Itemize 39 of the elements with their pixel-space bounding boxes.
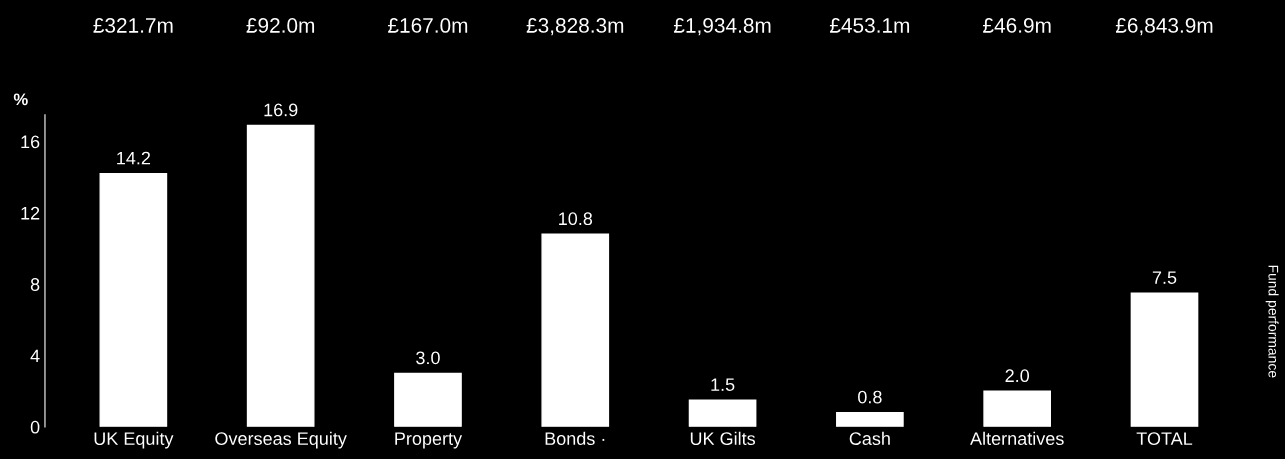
data-label: 3.0 [416,351,440,365]
data-label: 14.2 [117,151,151,165]
x-tick-label: Overseas Equity [215,431,347,449]
text: Fund performance [1265,265,1279,378]
y-tick-label: 0 [30,420,40,434]
x-tick-label: Cash [849,431,890,445]
text: £321.7m [93,18,173,33]
x-tick-label: Property [395,432,463,449]
x-tick-label: Bonds · [545,431,605,445]
data-label: 2.0 [1005,369,1030,383]
bar [983,390,1052,427]
y-axis-title: % [13,93,28,106]
y-tick-label: 12 [21,206,40,220]
bar [836,411,904,427]
text: £46.9m [983,18,1051,33]
bar [246,124,315,427]
x-tick-label: Alternatives [970,431,1064,445]
bar [541,233,610,427]
bar [688,399,757,427]
x-tick-label: UK Gilts [690,431,756,445]
x-tick-label: TOTAL [1136,432,1193,445]
bar [99,172,168,427]
x-tick-label: UK Equity [94,431,174,449]
data-label: 10.8 [559,212,593,226]
text: £3,828.3m [526,18,624,36]
bar [1130,292,1199,427]
y-tick-label: 4 [30,349,40,363]
text: £6,843.9m [1115,18,1213,36]
text: £453.1m [829,18,910,33]
y-tick-label: 8 [30,278,40,291]
text: £167.0m [388,18,468,33]
y-tick-label: 16 [21,135,40,149]
bar [394,372,462,427]
data-label: 16.9 [264,103,298,117]
data-label: 1.5 [711,378,735,391]
text: £1,934.8m [673,18,771,36]
text: £92.0m [246,18,315,33]
data-label: 0.8 [858,390,882,404]
data-label: 7.5 [1152,271,1177,284]
